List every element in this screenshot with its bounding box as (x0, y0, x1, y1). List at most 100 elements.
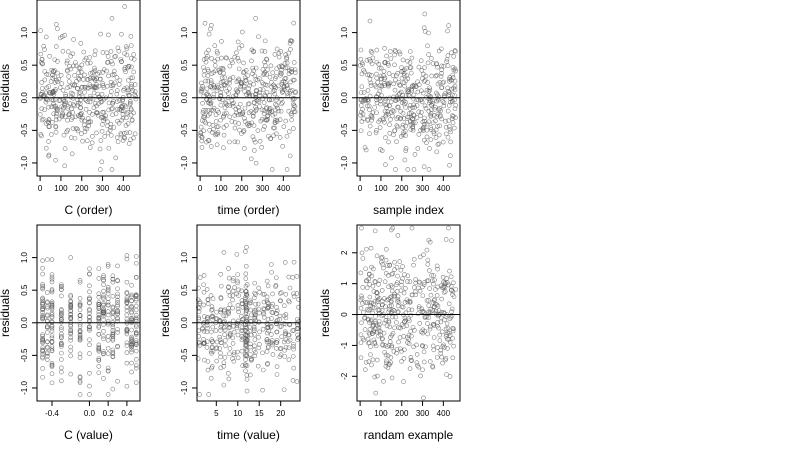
data-point-415 (232, 350, 237, 355)
data-point-164 (242, 105, 248, 111)
y-tick-label: 1.0 (180, 26, 189, 38)
y-tick-label: -0.5 (20, 348, 29, 362)
data-point-194 (79, 62, 85, 68)
data-point-323 (277, 135, 283, 140)
data-point-15 (227, 293, 233, 298)
data-point-315 (448, 96, 453, 102)
data-point-33 (260, 387, 265, 393)
data-point-428 (247, 352, 253, 357)
data-point-456 (441, 63, 447, 69)
data-point-76 (383, 111, 389, 117)
data-point-49 (43, 34, 49, 40)
data-point-218 (79, 131, 84, 136)
data-point-175 (128, 43, 134, 48)
data-point-326 (287, 40, 293, 46)
data-point-277 (387, 262, 393, 268)
data-point-123 (227, 80, 232, 86)
data-point-242 (373, 390, 379, 396)
data-point-311 (361, 90, 367, 95)
data-point-337 (48, 79, 54, 84)
data-point-324 (253, 92, 258, 97)
data-point-230 (260, 326, 266, 332)
data-point-149 (371, 301, 376, 307)
data-point-382 (367, 56, 372, 62)
data-point-459 (100, 81, 106, 86)
data-point-32 (40, 271, 45, 277)
data-point-272 (395, 96, 400, 101)
data-point-109 (287, 153, 293, 159)
data-point-34 (390, 271, 396, 276)
data-point-22 (108, 93, 113, 98)
data-point-385 (274, 311, 279, 316)
data-point-297 (101, 336, 106, 342)
data-point-358 (84, 138, 90, 143)
data-point-159 (294, 379, 300, 384)
data-point-215 (124, 256, 130, 262)
data-point-295 (261, 127, 266, 132)
data-point-290 (395, 104, 400, 110)
data-point-157 (44, 85, 50, 91)
data-point-286 (280, 100, 285, 105)
data-point-310 (390, 314, 395, 320)
data-point-342 (133, 332, 139, 337)
data-point-105 (229, 119, 235, 124)
data-point-181 (208, 375, 214, 381)
data-point-285 (211, 126, 216, 132)
data-point-328 (408, 328, 413, 334)
data-point-119 (416, 82, 422, 88)
data-point-237 (195, 356, 201, 361)
data-point-440 (260, 367, 266, 373)
data-point-351 (133, 293, 139, 298)
data-point-289 (126, 64, 132, 69)
data-point-156 (230, 356, 235, 361)
data-point-273 (227, 103, 233, 108)
data-point-346 (264, 56, 269, 62)
data-point-362 (42, 69, 48, 74)
data-point-389 (49, 339, 55, 344)
data-point-451 (367, 294, 373, 300)
data-point-357 (242, 116, 247, 121)
data-point-101 (269, 309, 275, 315)
scatter-points (358, 11, 459, 172)
data-point-50 (204, 329, 210, 335)
data-point-103 (77, 307, 83, 313)
data-point-68 (449, 238, 454, 243)
data-point-459 (381, 378, 386, 384)
data-point-121 (392, 267, 397, 272)
data-point-258 (122, 67, 128, 72)
data-point-377 (77, 321, 83, 327)
data-point-429 (209, 345, 215, 351)
data-point-371 (374, 47, 380, 53)
data-point-318 (272, 52, 278, 57)
data-point-140 (295, 316, 300, 322)
data-point-192 (110, 101, 115, 106)
data-point-218 (360, 111, 366, 117)
data-point-376 (270, 352, 276, 357)
data-point-457 (236, 58, 242, 64)
data-point-202 (101, 308, 106, 314)
data-point-301 (68, 90, 74, 96)
data-point-423 (364, 246, 369, 252)
data-point-449 (243, 249, 248, 254)
data-point-453 (362, 367, 368, 372)
data-point-445 (281, 84, 287, 90)
data-point-107 (65, 85, 70, 90)
data-point-199 (110, 324, 116, 330)
data-point-149 (231, 358, 237, 364)
data-point-370 (368, 318, 374, 324)
data-point-123 (373, 130, 379, 136)
data-point-419 (74, 79, 79, 84)
data-point-263 (242, 146, 247, 151)
data-point-296 (432, 107, 437, 112)
data-point-223 (450, 114, 456, 119)
data-point-227 (427, 324, 433, 330)
data-point-291 (96, 344, 102, 350)
data-point-453 (49, 348, 55, 353)
scatter-points (198, 16, 299, 172)
data-point-89 (247, 328, 253, 334)
data-point-346 (427, 146, 432, 151)
data-point-265 (81, 49, 87, 55)
data-point-68 (450, 75, 456, 81)
data-point-296 (124, 300, 130, 305)
data-point-240 (448, 50, 454, 56)
